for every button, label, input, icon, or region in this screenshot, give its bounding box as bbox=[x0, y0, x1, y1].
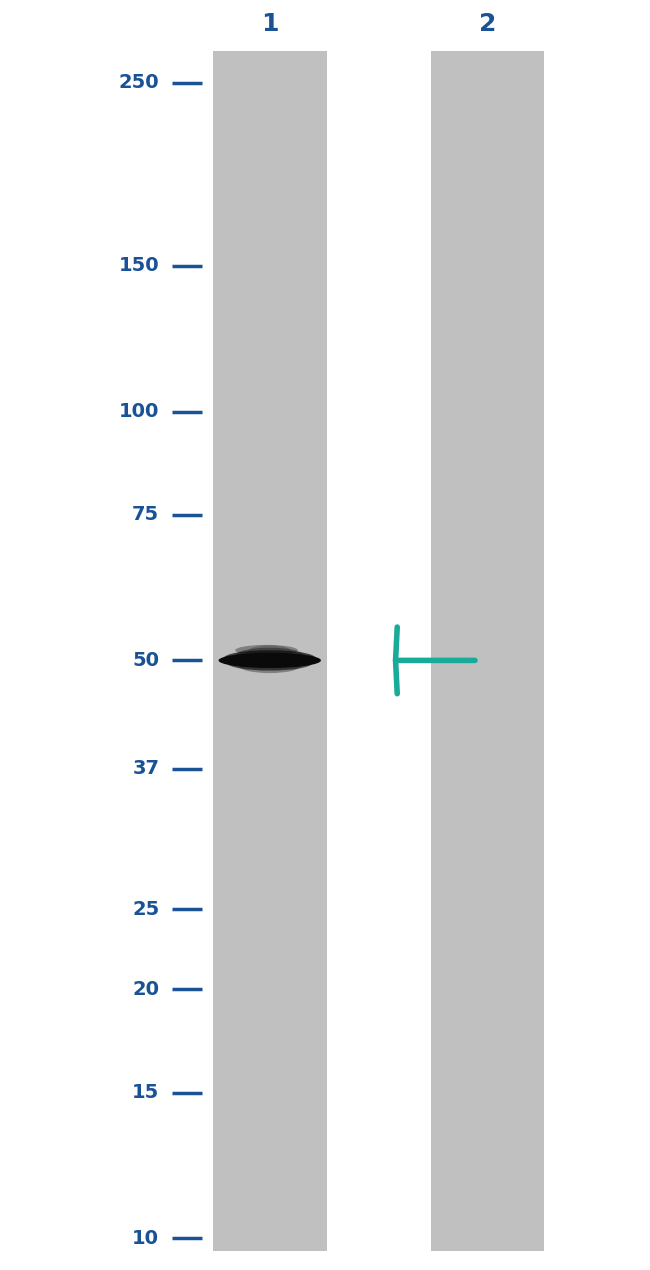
Text: 150: 150 bbox=[118, 257, 159, 276]
Text: 100: 100 bbox=[119, 403, 159, 422]
Text: 20: 20 bbox=[132, 980, 159, 999]
Text: 37: 37 bbox=[132, 759, 159, 779]
Ellipse shape bbox=[218, 653, 321, 668]
Ellipse shape bbox=[235, 648, 304, 663]
Text: 25: 25 bbox=[132, 899, 159, 918]
Text: 50: 50 bbox=[132, 652, 159, 669]
Text: 1: 1 bbox=[261, 11, 278, 36]
Bar bbox=[430, 51, 545, 1251]
Text: 15: 15 bbox=[132, 1083, 159, 1102]
Text: 75: 75 bbox=[132, 505, 159, 525]
Ellipse shape bbox=[224, 650, 315, 665]
Text: 250: 250 bbox=[118, 74, 159, 91]
Ellipse shape bbox=[227, 655, 313, 671]
Text: 2: 2 bbox=[479, 11, 496, 36]
Ellipse shape bbox=[247, 645, 292, 660]
Bar bbox=[213, 51, 326, 1251]
Ellipse shape bbox=[239, 658, 301, 673]
Ellipse shape bbox=[235, 645, 298, 655]
Text: 10: 10 bbox=[132, 1229, 159, 1247]
